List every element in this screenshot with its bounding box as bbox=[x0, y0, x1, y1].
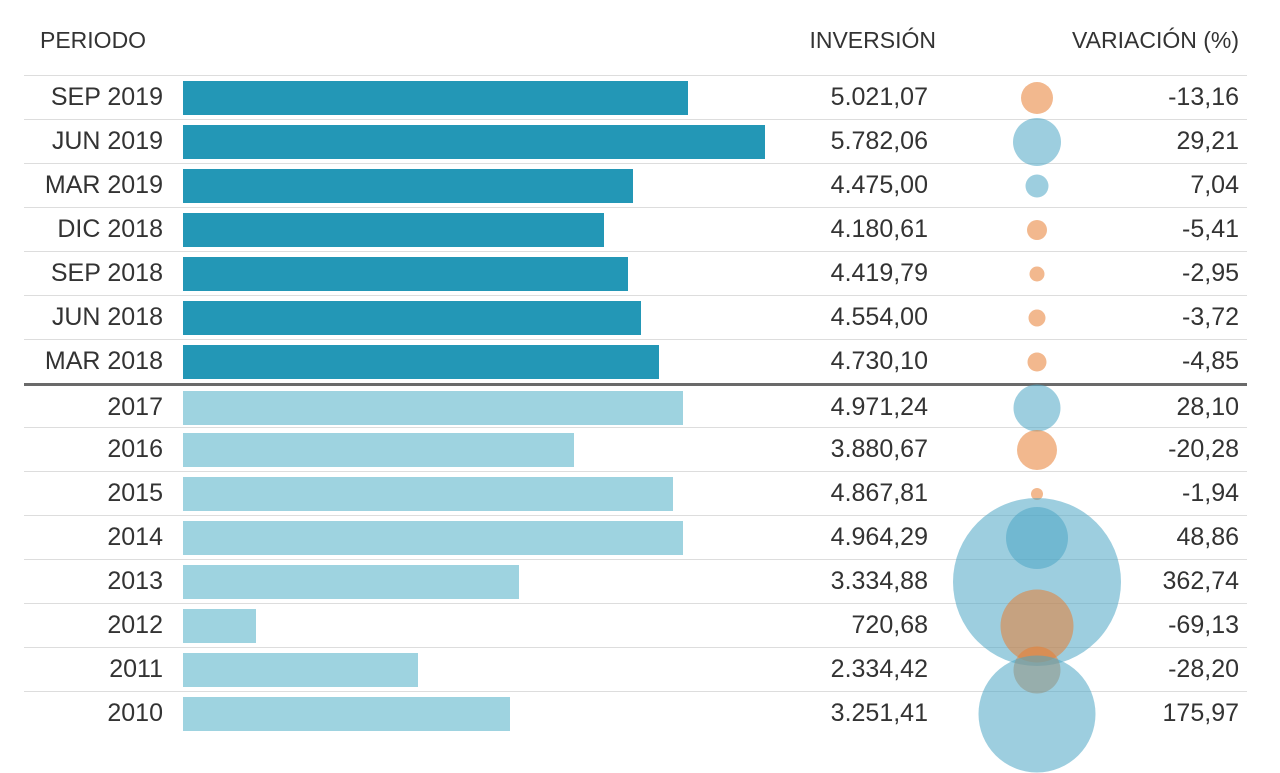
investment-bar bbox=[183, 301, 641, 335]
header-variacion: VARIACIÓN (%) bbox=[1072, 27, 1239, 53]
investment-bar bbox=[183, 477, 673, 511]
investment-bar bbox=[183, 213, 604, 247]
variation-bubble bbox=[1025, 174, 1049, 198]
period-label: SEP 2018 bbox=[50, 259, 163, 287]
variation-value: -2,95 bbox=[1182, 259, 1239, 287]
investment-value: 4.971,24 bbox=[830, 393, 928, 421]
investment-value: 4.867,81 bbox=[830, 479, 928, 507]
header-inversion: INVERSIÓN bbox=[809, 27, 936, 53]
variation-value: 29,21 bbox=[1176, 127, 1239, 155]
investment-bar bbox=[183, 653, 418, 687]
variation-bubble bbox=[1021, 82, 1053, 114]
variation-bubble bbox=[1029, 266, 1045, 282]
variation-bubble bbox=[1013, 118, 1061, 166]
header-periodo: PERIODO bbox=[40, 27, 147, 53]
period-label: DIC 2018 bbox=[57, 215, 163, 243]
table-row: 2015 4.867,81 -1,94 bbox=[24, 471, 1247, 515]
table-row: JUN 2019 5.782,06 29,21 bbox=[24, 118, 1247, 166]
variation-value: 48,86 bbox=[1176, 523, 1239, 551]
period-label: 2017 bbox=[107, 393, 163, 421]
table-row: MAR 2018 4.730,10 -4,85 bbox=[24, 339, 1247, 383]
table-row: SEP 2019 5.021,07 -13,16 bbox=[24, 75, 1247, 119]
variation-value: 7,04 bbox=[1190, 171, 1239, 199]
variation-value: 175,97 bbox=[1162, 699, 1239, 727]
variation-value: -69,13 bbox=[1168, 611, 1239, 639]
period-label: 2011 bbox=[109, 655, 163, 683]
period-label: 2015 bbox=[107, 479, 163, 507]
investment-value: 720,68 bbox=[851, 611, 928, 639]
variation-value: -4,85 bbox=[1182, 347, 1239, 375]
variation-bubble bbox=[978, 655, 1096, 773]
investment-value: 5.782,06 bbox=[830, 127, 928, 155]
investment-value: 4.419,79 bbox=[830, 259, 928, 287]
variation-value: -13,16 bbox=[1168, 83, 1239, 111]
investment-bar bbox=[183, 345, 659, 379]
investment-bar bbox=[183, 81, 688, 115]
variation-bubble bbox=[1017, 430, 1057, 470]
period-label: MAR 2018 bbox=[44, 347, 163, 375]
table-row: 2010 3.251,41 175,97 bbox=[24, 655, 1247, 773]
investment-value: 3.251,41 bbox=[830, 699, 928, 727]
table-body: SEP 2019 5.021,07 -13,16 JUN 2019 5.782,… bbox=[24, 75, 1247, 773]
investment-bar bbox=[183, 125, 765, 159]
investment-bar bbox=[183, 169, 633, 203]
variation-value: 28,10 bbox=[1176, 393, 1239, 421]
period-label: 2010 bbox=[107, 699, 163, 727]
table-row: 2017 4.971,24 28,10 bbox=[24, 383, 1247, 432]
period-label: 2013 bbox=[107, 567, 163, 595]
table-row: DIC 2018 4.180,61 -5,41 bbox=[24, 207, 1247, 251]
investment-bar bbox=[183, 565, 519, 599]
investment-value: 3.880,67 bbox=[830, 435, 928, 463]
variation-bubble bbox=[1027, 220, 1047, 240]
investment-bar bbox=[183, 609, 256, 643]
investment-value: 3.334,88 bbox=[830, 567, 928, 595]
table-row: 2012 720,68 -69,13 bbox=[24, 589, 1247, 663]
period-label: 2014 bbox=[107, 523, 163, 551]
variation-value: -20,28 bbox=[1168, 435, 1239, 463]
variation-value: -3,72 bbox=[1182, 303, 1239, 331]
variation-value: -5,41 bbox=[1182, 215, 1239, 243]
investment-value: 5.021,07 bbox=[830, 83, 928, 111]
table-row: SEP 2018 4.419,79 -2,95 bbox=[24, 251, 1247, 295]
table-row: 2013 3.334,88 362,74 bbox=[24, 498, 1247, 666]
investment-value: 4.964,29 bbox=[830, 523, 928, 551]
investment-table: PERIODO INVERSIÓN VARIACIÓN (%) SEP 2019… bbox=[24, 0, 1247, 773]
period-label: SEP 2019 bbox=[50, 83, 163, 111]
investment-value: 4.475,00 bbox=[830, 171, 928, 199]
variation-value: -1,94 bbox=[1182, 479, 1239, 507]
period-label: JUN 2019 bbox=[51, 127, 163, 155]
table-header: PERIODO INVERSIÓN VARIACIÓN (%) bbox=[24, 0, 1247, 75]
investment-value: 2.334,42 bbox=[830, 655, 928, 683]
period-label: 2016 bbox=[107, 435, 163, 463]
table-row: 2011 2.334,42 -28,20 bbox=[24, 646, 1247, 694]
investment-bar bbox=[183, 433, 574, 467]
investment-bar bbox=[183, 697, 510, 731]
variation-value: -28,20 bbox=[1168, 655, 1239, 683]
table-row: MAR 2019 4.475,00 7,04 bbox=[24, 163, 1247, 207]
investment-value: 4.730,10 bbox=[830, 347, 928, 375]
investment-bar bbox=[183, 521, 683, 555]
variation-bubble bbox=[1031, 488, 1043, 500]
variation-bubble bbox=[1028, 309, 1046, 327]
variation-bubble bbox=[1027, 352, 1047, 372]
period-label: 2012 bbox=[107, 611, 163, 639]
period-label: MAR 2019 bbox=[44, 171, 163, 199]
investment-value: 4.554,00 bbox=[830, 303, 928, 331]
investment-bar bbox=[183, 391, 683, 425]
table-row: JUN 2018 4.554,00 -3,72 bbox=[24, 295, 1247, 339]
investment-value: 4.180,61 bbox=[830, 215, 928, 243]
period-label: JUN 2018 bbox=[51, 303, 163, 331]
variation-bubble bbox=[1013, 384, 1061, 432]
table-row: 2016 3.880,67 -20,28 bbox=[24, 427, 1247, 471]
variation-value: 362,74 bbox=[1162, 567, 1239, 595]
investment-bar bbox=[183, 257, 628, 291]
